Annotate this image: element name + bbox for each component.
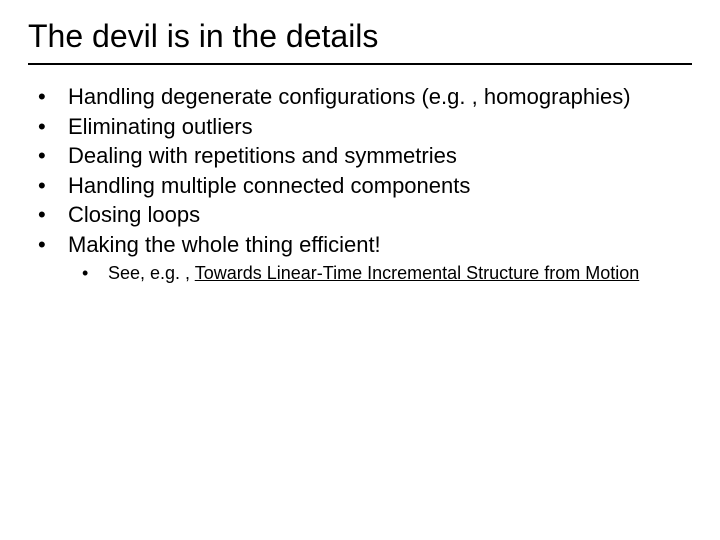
list-item: • Dealing with repetitions and symmetrie… bbox=[34, 142, 692, 170]
list-item: • Making the whole thing efficient! bbox=[34, 231, 692, 259]
sub-bullet-text: See, e.g. , Towards Linear-Time Incremen… bbox=[108, 262, 639, 285]
bullet-icon: • bbox=[34, 231, 68, 259]
bullet-text: Making the whole thing efficient! bbox=[68, 231, 381, 259]
bullet-text: Closing loops bbox=[68, 201, 200, 229]
sub-prefix-text: See, e.g. , bbox=[108, 263, 195, 283]
reference-link[interactable]: Towards Linear-Time Incremental Structur… bbox=[195, 263, 640, 283]
bullet-icon: • bbox=[34, 172, 68, 200]
list-item: • Closing loops bbox=[34, 201, 692, 229]
slide-container: The devil is in the details • Handling d… bbox=[0, 0, 720, 540]
slide-title: The devil is in the details bbox=[28, 18, 692, 65]
sub-list-item: • See, e.g. , Towards Linear-Time Increm… bbox=[82, 262, 692, 285]
list-item: • Eliminating outliers bbox=[34, 113, 692, 141]
bullet-text: Handling degenerate configurations (e.g.… bbox=[68, 83, 631, 111]
sub-bullet-list: • See, e.g. , Towards Linear-Time Increm… bbox=[28, 262, 692, 285]
list-item: • Handling degenerate configurations (e.… bbox=[34, 83, 692, 111]
bullet-icon: • bbox=[34, 201, 68, 229]
bullet-text: Dealing with repetitions and symmetries bbox=[68, 142, 457, 170]
bullet-text: Eliminating outliers bbox=[68, 113, 253, 141]
bullet-text: Handling multiple connected components bbox=[68, 172, 470, 200]
bullet-icon: • bbox=[34, 83, 68, 111]
bullet-icon: • bbox=[82, 262, 108, 285]
bullet-icon: • bbox=[34, 142, 68, 170]
bullet-icon: • bbox=[34, 113, 68, 141]
list-item: • Handling multiple connected components bbox=[34, 172, 692, 200]
main-bullet-list: • Handling degenerate configurations (e.… bbox=[28, 83, 692, 258]
